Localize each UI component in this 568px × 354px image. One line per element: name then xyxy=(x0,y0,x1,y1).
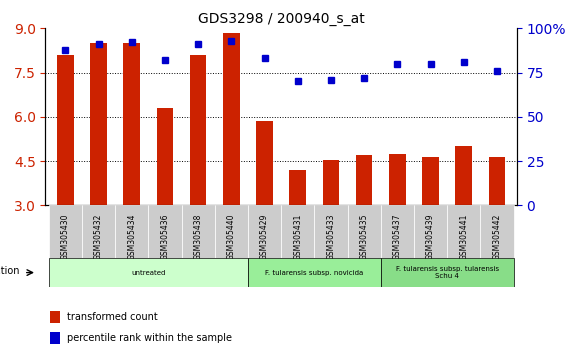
Bar xyxy=(389,154,406,205)
FancyBboxPatch shape xyxy=(82,205,115,258)
Bar xyxy=(422,156,439,205)
FancyBboxPatch shape xyxy=(414,205,447,258)
FancyBboxPatch shape xyxy=(182,205,215,258)
FancyBboxPatch shape xyxy=(314,205,348,258)
Text: GSM305442: GSM305442 xyxy=(492,213,502,260)
Bar xyxy=(488,156,506,205)
Bar xyxy=(50,312,60,323)
Bar xyxy=(157,108,173,205)
Bar xyxy=(223,33,240,205)
Text: GSM305434: GSM305434 xyxy=(127,213,136,260)
Text: untreated: untreated xyxy=(131,270,165,275)
FancyBboxPatch shape xyxy=(115,205,148,258)
Bar xyxy=(123,43,140,205)
Text: GSM305430: GSM305430 xyxy=(61,213,70,260)
FancyBboxPatch shape xyxy=(248,205,281,258)
FancyBboxPatch shape xyxy=(49,258,248,287)
Bar xyxy=(356,155,373,205)
Text: GSM305431: GSM305431 xyxy=(293,213,302,260)
Bar xyxy=(190,55,206,205)
Bar xyxy=(256,121,273,205)
Title: GDS3298 / 200940_s_at: GDS3298 / 200940_s_at xyxy=(198,12,365,26)
FancyBboxPatch shape xyxy=(348,205,381,258)
FancyBboxPatch shape xyxy=(148,205,182,258)
FancyBboxPatch shape xyxy=(381,258,513,287)
Bar xyxy=(57,55,74,205)
FancyBboxPatch shape xyxy=(447,205,481,258)
Text: GSM305441: GSM305441 xyxy=(460,213,468,260)
FancyBboxPatch shape xyxy=(281,205,314,258)
Text: GSM305439: GSM305439 xyxy=(426,213,435,260)
Text: GSM305429: GSM305429 xyxy=(260,213,269,260)
Text: GSM305433: GSM305433 xyxy=(327,213,336,260)
Bar xyxy=(290,170,306,205)
Text: infection: infection xyxy=(0,266,20,276)
FancyBboxPatch shape xyxy=(481,205,513,258)
Text: GSM305438: GSM305438 xyxy=(194,213,203,260)
Text: F. tularensis subsp. novicida: F. tularensis subsp. novicida xyxy=(265,270,364,275)
Text: F. tularensis subsp. tularensis
Schu 4: F. tularensis subsp. tularensis Schu 4 xyxy=(395,266,499,279)
Text: GSM305436: GSM305436 xyxy=(161,213,169,260)
Text: GSM305440: GSM305440 xyxy=(227,213,236,260)
Bar xyxy=(456,146,472,205)
Text: percentile rank within the sample: percentile rank within the sample xyxy=(66,333,232,343)
FancyBboxPatch shape xyxy=(381,205,414,258)
Bar xyxy=(90,43,107,205)
Text: GSM305435: GSM305435 xyxy=(360,213,369,260)
FancyBboxPatch shape xyxy=(248,258,381,287)
Bar xyxy=(50,332,60,343)
FancyBboxPatch shape xyxy=(215,205,248,258)
Text: GSM305432: GSM305432 xyxy=(94,213,103,260)
Text: GSM305437: GSM305437 xyxy=(393,213,402,260)
Text: transformed count: transformed count xyxy=(66,312,157,322)
Bar xyxy=(323,160,339,205)
FancyBboxPatch shape xyxy=(49,205,82,258)
